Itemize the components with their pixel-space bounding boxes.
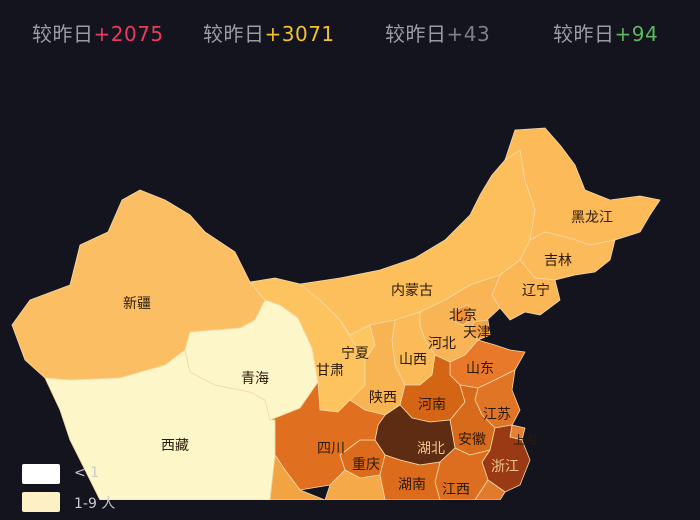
province-label: 青海 xyxy=(241,371,269,387)
stat-delta: +94 xyxy=(614,22,659,46)
stat-label: 较昨日 xyxy=(385,22,447,46)
stat-delta: +3071 xyxy=(264,22,335,46)
province-label: 江西 xyxy=(442,482,470,498)
province-label: 内蒙古 xyxy=(391,283,433,299)
stat-deaths: 较昨日+43 xyxy=(385,18,490,47)
province-label: 山东 xyxy=(466,361,494,377)
province-label: 陕西 xyxy=(369,390,397,406)
legend-swatch xyxy=(22,464,60,484)
stats-row: 较昨日+2075 较昨日+3071 较昨日+43 较昨日+94 xyxy=(0,0,700,70)
legend-label: < 1 xyxy=(74,465,100,481)
province-label: 浙江 xyxy=(491,459,519,475)
province-label: 天津 xyxy=(463,325,491,341)
province-label: 四川 xyxy=(317,441,345,457)
legend-swatch xyxy=(22,492,60,512)
province-label: 江苏 xyxy=(483,407,511,423)
province-beijing[interactable] xyxy=(451,304,475,326)
province-label: 河北 xyxy=(428,336,456,352)
province-label: 辽宁 xyxy=(522,282,550,299)
province-label: 北京 xyxy=(449,308,477,324)
province-heilongjiang[interactable] xyxy=(504,127,661,246)
province-label: 黑龙江 xyxy=(571,210,613,226)
province-tianjin[interactable] xyxy=(469,319,491,341)
stat-delta: +43 xyxy=(446,22,491,46)
stat-label: 较昨日 xyxy=(32,22,94,46)
legend-label: 1-9 人 xyxy=(74,496,116,512)
stat-label: 较昨日 xyxy=(203,22,265,46)
province-label: 西藏 xyxy=(161,438,189,454)
stat-delta: +2075 xyxy=(93,22,164,46)
province-label: 上海 xyxy=(513,432,537,447)
china-map: 新疆 西藏 青海 甘肃 内蒙古 黑龙江 吉林 辽宁 北京 天津 河北 宁夏 山西… xyxy=(0,70,700,501)
province-label: 湖南 xyxy=(398,477,426,493)
province-label: 河南 xyxy=(418,397,446,413)
stat-suspected: 较昨日+3071 xyxy=(203,18,335,47)
province-label: 宁夏 xyxy=(341,345,369,362)
province-label: 吉林 xyxy=(544,253,572,269)
china-map-svg: 新疆 西藏 青海 甘肃 内蒙古 黑龙江 吉林 辽宁 北京 天津 河北 宁夏 山西… xyxy=(11,127,661,501)
province-label: 重庆 xyxy=(352,457,380,473)
province-label: 安徽 xyxy=(458,432,486,448)
stat-label: 较昨日 xyxy=(553,22,615,46)
province-label: 新疆 xyxy=(123,296,151,312)
stat-confirmed: 较昨日+2075 xyxy=(32,18,164,47)
province-label: 山西 xyxy=(399,352,427,368)
stat-recovered: 较昨日+94 xyxy=(553,18,658,47)
province-label: 湖北 xyxy=(417,441,445,457)
province-label: 甘肃 xyxy=(316,363,344,379)
